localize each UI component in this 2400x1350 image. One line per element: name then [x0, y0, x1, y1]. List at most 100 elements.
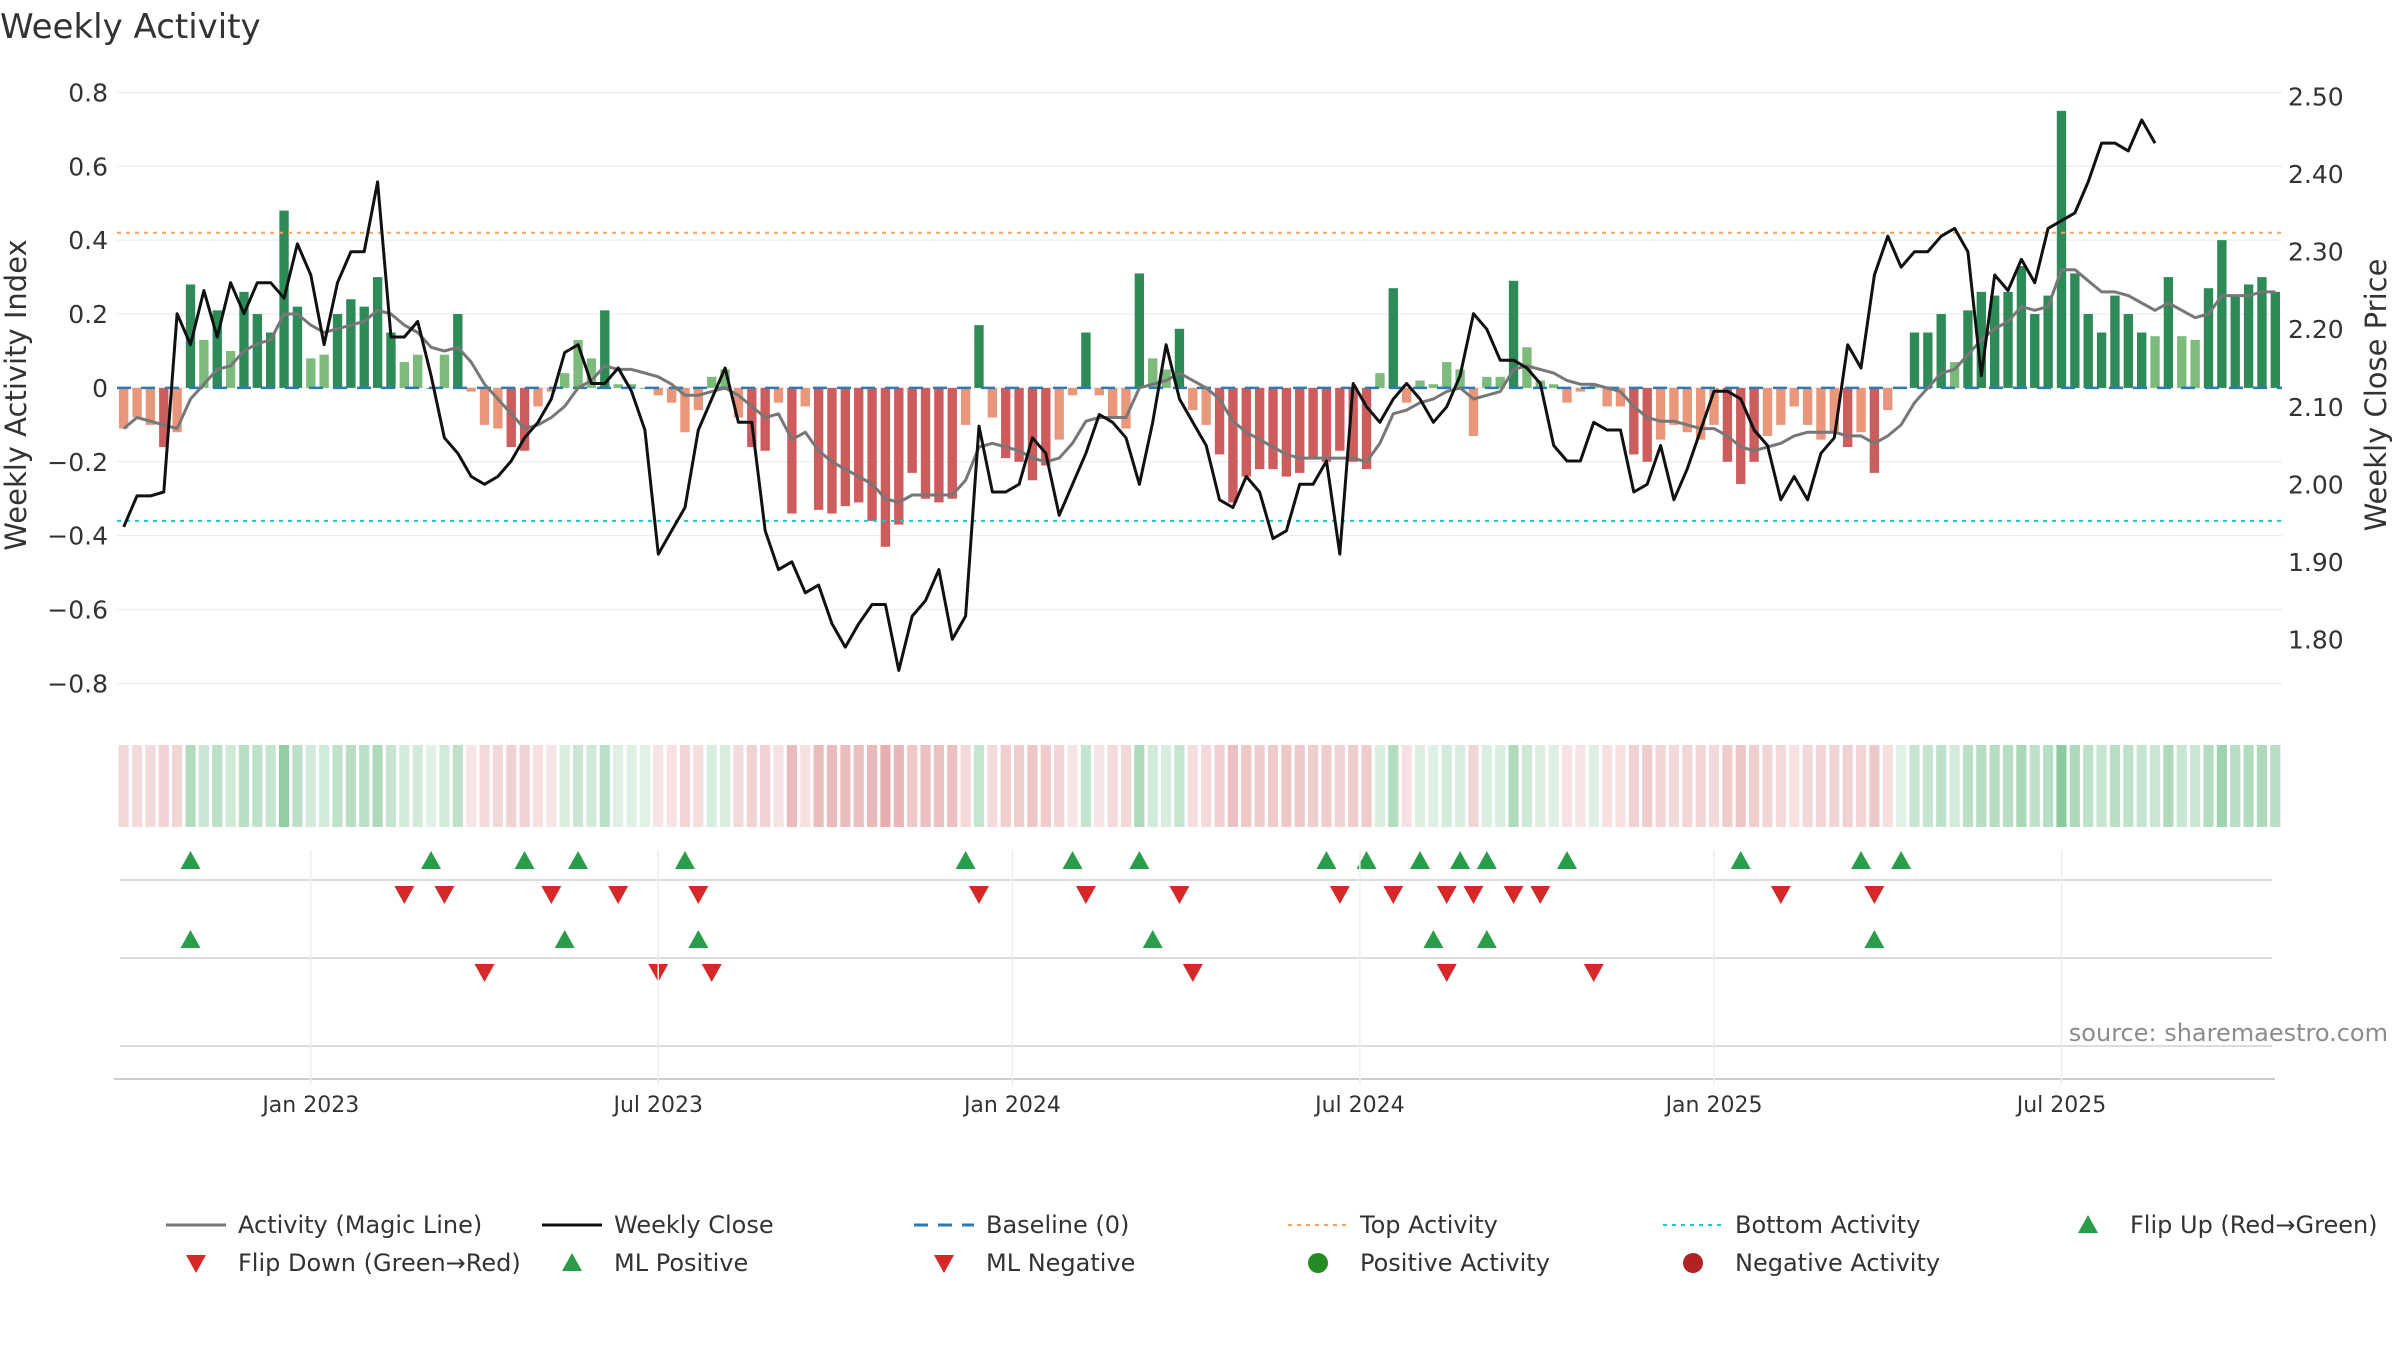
magic-line — [122, 268, 2276, 504]
heat-cell — [1000, 745, 1011, 827]
ml-negative-marker — [474, 964, 495, 982]
ml-negative-marker — [1583, 964, 1604, 982]
heat-cell — [131, 745, 143, 827]
heat-cell — [2163, 745, 2174, 827]
activity-bar — [2123, 314, 2133, 388]
activity-bar — [2177, 336, 2187, 388]
heat-cell — [1067, 745, 1078, 827]
heat-cell — [2190, 745, 2201, 827]
heat-cell — [1241, 745, 1252, 827]
heat-cell — [693, 745, 704, 827]
legend-label: Bottom Activity — [1735, 1211, 1920, 1239]
flip-down-marker — [1436, 886, 1457, 904]
activity-bar — [1789, 387, 1799, 407]
activity-bar — [1442, 362, 1452, 388]
activity-bar — [332, 314, 343, 388]
y-tick-label: −0.8 — [47, 669, 108, 698]
ml-positive-marker — [1476, 930, 1497, 948]
activity-bar — [1361, 387, 1372, 470]
activity-heat-strip — [118, 745, 2281, 827]
heat-cell — [2096, 745, 2107, 827]
activity-bar — [747, 387, 757, 448]
activity-bar — [787, 387, 797, 514]
source-note: source: sharemaestro.com — [2069, 1019, 2388, 1047]
heat-cell — [1909, 745, 1920, 827]
x-tick-label: Jan 2023 — [260, 1093, 359, 1118]
y-tick-label: 0.6 — [68, 152, 108, 181]
heat-cell — [853, 745, 864, 827]
activity-bar — [560, 373, 570, 388]
x-axis: Jan 2023 Jul 2023 Jan 2024 Jul 2024 Jan 2025… — [114, 850, 2275, 1118]
activity-bar — [399, 362, 410, 388]
activity-bar — [1923, 332, 1933, 388]
activity-bar — [894, 387, 904, 525]
heat-cell — [893, 745, 904, 827]
activity-bar — [1762, 387, 1773, 436]
heat-cell — [198, 745, 209, 827]
legend-item: Activity (Magic Line) — [166, 1211, 482, 1239]
y-tick-label: −0.6 — [47, 596, 108, 625]
flip-down-marker — [1503, 886, 1524, 904]
x-tick-label: Jul 2023 — [611, 1093, 703, 1118]
legend-item: Baseline (0) — [914, 1211, 1129, 1239]
activity-bar — [1682, 387, 1692, 433]
legend-label: Top Activity — [1359, 1211, 1498, 1239]
activity-bar — [1709, 387, 1719, 425]
heat-cell — [1575, 745, 1586, 827]
heat-cell — [1308, 745, 1319, 827]
heat-cell — [679, 745, 691, 827]
heat-cell — [2123, 745, 2134, 827]
heat-cell — [559, 745, 570, 827]
ml-positive-marker — [688, 930, 709, 948]
activity-bar — [2230, 295, 2240, 388]
flip-up-marker — [955, 851, 976, 869]
flip-down-marker — [688, 886, 709, 904]
activity-bar — [1107, 387, 1118, 418]
heat-cell — [238, 745, 250, 827]
heat-cell — [1922, 745, 1933, 827]
heat-cell — [278, 745, 290, 827]
flip-down-marker — [1770, 886, 1791, 904]
heat-cell — [800, 745, 811, 827]
heat-cell — [1201, 745, 1212, 827]
heat-cell — [305, 745, 316, 827]
activity-bar — [266, 332, 276, 388]
legend-item: Top Activity — [1288, 1211, 1498, 1239]
heat-cell — [1294, 745, 1305, 827]
heat-cell — [1161, 745, 1172, 827]
heat-cell — [1468, 745, 1479, 827]
activity-bar — [346, 299, 356, 388]
activity-bar — [1508, 280, 1519, 388]
flip-down-marker — [1075, 886, 1096, 904]
heat-cell — [158, 745, 169, 827]
heat-cell — [1615, 745, 1626, 827]
activity-bar — [680, 387, 690, 433]
heat-cell — [185, 745, 196, 827]
activity-bar — [600, 310, 610, 388]
activity-bar — [1629, 387, 1639, 455]
heat-cell — [492, 745, 503, 827]
heat-cell — [933, 745, 944, 827]
heat-cell — [1348, 745, 1359, 827]
heat-cell — [1267, 745, 1279, 827]
activity-bar — [1722, 387, 1733, 462]
chart-title: Weekly Activity — [0, 7, 261, 47]
heat-cell — [385, 745, 397, 827]
heat-cell — [733, 745, 744, 827]
series-lines — [117, 118, 2282, 672]
x-tick-label: Jan 2024 — [962, 1093, 1061, 1118]
heat-cell — [345, 745, 356, 827]
activity-bar — [1281, 387, 1292, 477]
activity-bar — [840, 387, 851, 507]
heat-cell — [1281, 745, 1292, 827]
heat-cell — [1094, 745, 1105, 827]
y-tick-label: 0.2 — [68, 300, 108, 329]
heat-cell — [666, 745, 677, 827]
activity-bar — [880, 387, 891, 547]
heat-cell — [265, 745, 276, 827]
legend-item: Positive Activity — [1308, 1249, 1550, 1277]
activity-bar — [2030, 314, 2040, 388]
legend-item: Flip Up (Red→Green) — [2078, 1211, 2378, 1239]
activity-bar — [1615, 387, 1626, 407]
flip-up-marker — [1557, 851, 1578, 869]
